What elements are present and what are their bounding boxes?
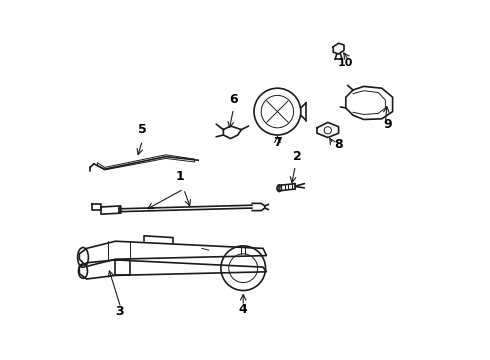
- Text: 5: 5: [138, 123, 147, 136]
- Text: 10: 10: [338, 58, 353, 68]
- Text: 4: 4: [239, 303, 247, 316]
- Text: 6: 6: [229, 93, 238, 105]
- Text: 2: 2: [293, 150, 301, 163]
- Text: 7: 7: [273, 136, 282, 149]
- Text: 1: 1: [176, 170, 185, 183]
- Text: 8: 8: [334, 138, 343, 150]
- Text: 3: 3: [115, 305, 123, 318]
- Text: 9: 9: [383, 118, 392, 131]
